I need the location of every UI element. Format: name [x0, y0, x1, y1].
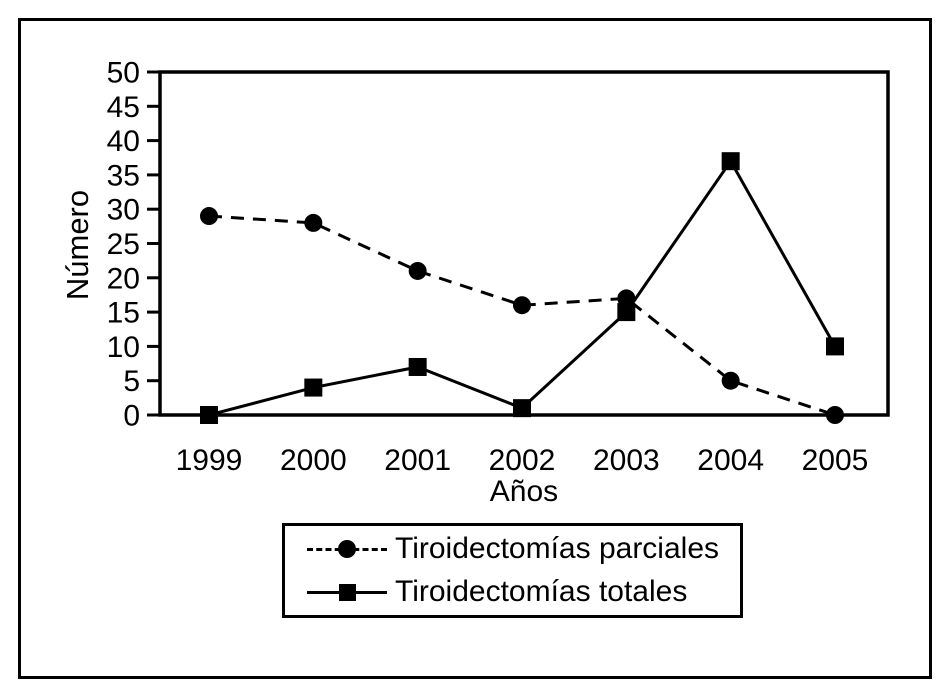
- y-tick-label: 0: [123, 400, 140, 433]
- circle-marker-icon: [200, 207, 218, 226]
- circle-marker-icon: [513, 296, 531, 315]
- square-marker-icon: [721, 152, 740, 171]
- x-tick-label: 1999: [176, 444, 243, 477]
- y-tick-label: 20: [107, 262, 140, 295]
- square-marker-icon: [339, 583, 356, 601]
- x-tick-label: 2004: [697, 444, 764, 477]
- plot-border: [158, 70, 890, 417]
- y-tick-label: 15: [107, 297, 140, 330]
- y-tick-label: 25: [107, 228, 140, 261]
- circle-marker-icon: [617, 289, 636, 308]
- square-marker-icon: [200, 406, 218, 424]
- legend: Tiroidectomías parciales Tiroidectomías …: [282, 523, 743, 618]
- x-tick-label: 2001: [384, 444, 451, 477]
- square-marker-icon: [826, 337, 844, 356]
- legend-item-totales: Tiroidectomías totales: [307, 571, 740, 614]
- series-totales: [200, 152, 844, 424]
- x-tick-label: 2003: [593, 444, 660, 477]
- solid-line-square-marker-icon: [307, 582, 387, 603]
- circle-marker-icon: [826, 406, 844, 424]
- series-parciales: [200, 207, 844, 424]
- circle-marker-icon: [721, 371, 740, 390]
- legend-item-parciales: Tiroidectomías parciales: [307, 528, 740, 571]
- y-axis-title: Número: [60, 189, 95, 301]
- legend-label-totales: Tiroidectomías totales: [395, 575, 688, 608]
- y-tick-label: 40: [107, 125, 140, 158]
- x-tick-label: 2002: [489, 444, 556, 477]
- y-tick-label: 5: [123, 365, 140, 398]
- x-axis: 1999 2000 2001 2002 2003 2004 2005: [176, 444, 869, 477]
- circle-marker-icon: [338, 540, 356, 558]
- square-marker-icon: [304, 378, 323, 397]
- y-tick-label: 10: [107, 331, 140, 364]
- square-marker-icon: [617, 303, 636, 322]
- y-tick-label: 30: [107, 194, 140, 227]
- square-marker-icon: [513, 399, 531, 418]
- x-tick-label: 2000: [280, 444, 347, 477]
- legend-label-parciales: Tiroidectomías parciales: [395, 532, 720, 565]
- y-tick-label: 45: [107, 91, 140, 124]
- circle-marker-icon: [408, 261, 427, 280]
- x-axis-title: Años: [489, 475, 559, 508]
- y-tick-label: 50: [107, 57, 140, 90]
- square-marker-icon: [408, 357, 427, 376]
- circle-marker-icon: [304, 213, 323, 232]
- series-line: [208, 214, 836, 417]
- y-tick-label: 35: [107, 159, 140, 192]
- dashed-line-circle-marker-icon: [307, 539, 387, 560]
- series-line: [208, 158, 837, 417]
- x-tick-label: 2005: [802, 444, 869, 477]
